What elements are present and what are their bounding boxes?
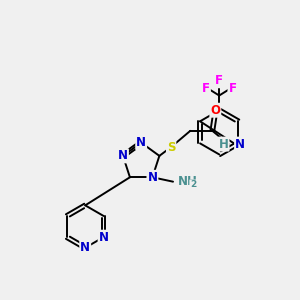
Text: O: O	[210, 104, 220, 117]
Text: N: N	[147, 171, 158, 184]
Text: 2: 2	[190, 180, 196, 189]
Text: N: N	[99, 231, 109, 244]
Text: F: F	[228, 82, 236, 95]
Text: H: H	[219, 138, 229, 151]
Text: N: N	[136, 136, 146, 149]
Text: NH: NH	[177, 175, 197, 188]
Text: N: N	[118, 149, 128, 162]
Text: S: S	[167, 140, 176, 154]
Text: N: N	[80, 241, 90, 254]
Text: F: F	[215, 74, 223, 87]
Text: N: N	[235, 138, 245, 151]
Text: F: F	[202, 82, 210, 95]
